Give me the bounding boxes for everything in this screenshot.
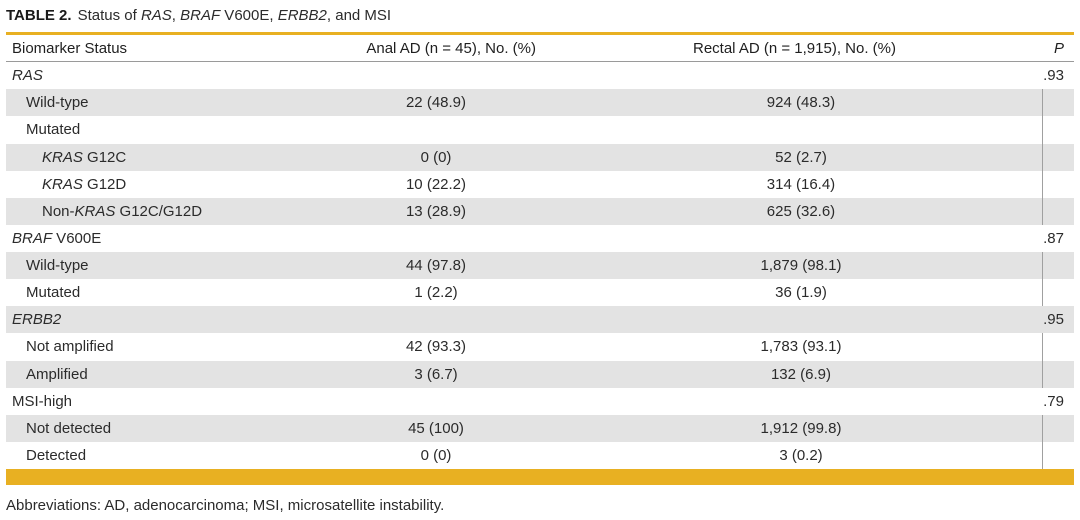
row-label: Non-KRAS G12C/G12D bbox=[42, 202, 203, 220]
p-value: .93 bbox=[1043, 67, 1064, 85]
rectal-value: 314 (16.4) bbox=[766, 175, 836, 193]
row-label: Detected bbox=[26, 446, 87, 464]
table-row: Amplified 3 (6.7) 132 (6.9) bbox=[6, 360, 1074, 388]
rectal-value bbox=[706, 388, 896, 415]
table-header-row: Biomarker Status Anal AD (n = 45), No. (… bbox=[6, 35, 1074, 63]
table-row: Wild-type 44 (97.8) 1,879 (98.1) bbox=[6, 252, 1074, 280]
table-row: Detected 0 (0) 3 (0.2) bbox=[6, 442, 1074, 469]
row-label: Not detected bbox=[26, 419, 112, 437]
column-header-anal: Anal AD (n = 45), No. (%) bbox=[366, 40, 536, 57]
table-number: TABLE 2. bbox=[6, 7, 72, 24]
row-label: Wild-type bbox=[26, 94, 89, 112]
p-value: .87 bbox=[1043, 229, 1064, 247]
anal-value: 0 (0) bbox=[420, 446, 452, 464]
data-table: Biomarker Status Anal AD (n = 45), No. (… bbox=[6, 35, 1074, 469]
p-group-divider bbox=[1042, 415, 1043, 469]
rectal-value: 924 (48.3) bbox=[766, 94, 836, 112]
table-row: Wild-type 22 (48.9) 924 (48.3) bbox=[6, 89, 1074, 117]
row-label: KRAS G12C bbox=[42, 148, 127, 166]
anal-value: 1 (2.2) bbox=[414, 284, 458, 302]
p-value: .79 bbox=[1043, 392, 1064, 410]
table-row: BRAF V600E .87 bbox=[6, 225, 1074, 252]
rectal-value bbox=[706, 116, 896, 143]
anal-value: 22 (48.9) bbox=[405, 94, 467, 112]
row-label: Mutated bbox=[26, 284, 81, 302]
rectal-value: 1,783 (93.1) bbox=[760, 338, 842, 356]
table-row: MSI-high .79 bbox=[6, 388, 1074, 415]
anal-value: 13 (28.9) bbox=[405, 202, 467, 220]
rectal-value: 36 (1.9) bbox=[775, 284, 827, 302]
table-bottom-rule bbox=[6, 469, 1074, 485]
table-row: RAS .93 bbox=[6, 62, 1074, 89]
title-text: Status of RAS, BRAF V600E, ERBB2, and MS… bbox=[77, 7, 392, 24]
row-label: RAS bbox=[12, 67, 43, 85]
anal-value bbox=[346, 116, 526, 143]
anal-value bbox=[346, 306, 526, 333]
rectal-value bbox=[706, 225, 896, 252]
rectal-value bbox=[706, 62, 896, 89]
row-label: Amplified bbox=[26, 365, 88, 383]
p-group-divider bbox=[1042, 89, 1043, 225]
anal-value: 0 (0) bbox=[420, 148, 452, 166]
row-label: BRAF V600E bbox=[12, 229, 102, 247]
anal-value bbox=[346, 62, 526, 89]
anal-value: 10 (22.2) bbox=[405, 175, 467, 193]
row-label: ERBB2 bbox=[12, 311, 62, 329]
p-group-divider bbox=[1042, 252, 1043, 306]
row-label: KRAS G12D bbox=[42, 175, 127, 193]
column-header-p: P bbox=[1053, 40, 1064, 57]
rectal-value: 1,879 (98.1) bbox=[760, 257, 842, 274]
table-row: KRAS G12D 10 (22.2) 314 (16.4) bbox=[6, 171, 1074, 198]
table-row: ERBB2 .95 bbox=[6, 306, 1074, 334]
p-group-divider bbox=[1042, 333, 1043, 388]
row-label: Mutated bbox=[26, 121, 81, 139]
anal-value bbox=[346, 388, 526, 415]
rectal-value: 52 (2.7) bbox=[775, 148, 827, 166]
anal-value: 44 (97.8) bbox=[405, 257, 467, 274]
rectal-value: 1,912 (99.8) bbox=[760, 419, 842, 437]
anal-value: 42 (93.3) bbox=[405, 338, 467, 356]
rectal-value bbox=[706, 306, 896, 333]
anal-value bbox=[346, 225, 526, 252]
column-header-biomarker: Biomarker Status bbox=[12, 40, 128, 57]
table-row: Mutated bbox=[6, 116, 1074, 143]
anal-value: 45 (100) bbox=[408, 419, 464, 437]
table-title: TABLE 2. Status of RAS, BRAF V600E, ERBB2… bbox=[6, 4, 391, 28]
table-row: KRAS G12C 0 (0) 52 (2.7) bbox=[6, 143, 1074, 171]
table-top-rule bbox=[6, 32, 1074, 35]
table-footnote: Abbreviations: AD, adenocarcinoma; MSI, … bbox=[6, 497, 445, 514]
rectal-value: 3 (0.2) bbox=[779, 446, 823, 464]
table-row: Mutated 1 (2.2) 36 (1.9) bbox=[6, 279, 1074, 306]
p-value: .95 bbox=[1043, 311, 1064, 329]
table-row: Not detected 45 (100) 1,912 (99.8) bbox=[6, 414, 1074, 442]
rectal-value: 132 (6.9) bbox=[770, 365, 832, 383]
rectal-value: 625 (32.6) bbox=[766, 202, 836, 220]
anal-value: 3 (6.7) bbox=[414, 365, 458, 383]
row-label: Not amplified bbox=[26, 338, 114, 356]
table-row: Non-KRAS G12C/G12D 13 (28.9) 625 (32.6) bbox=[6, 197, 1074, 225]
column-header-rectal: Rectal AD (n = 1,915), No. (%) bbox=[693, 40, 896, 57]
row-label: Wild-type bbox=[26, 257, 89, 274]
table-row: Not amplified 42 (93.3) 1,783 (93.1) bbox=[6, 333, 1074, 360]
row-label: MSI-high bbox=[12, 392, 73, 410]
